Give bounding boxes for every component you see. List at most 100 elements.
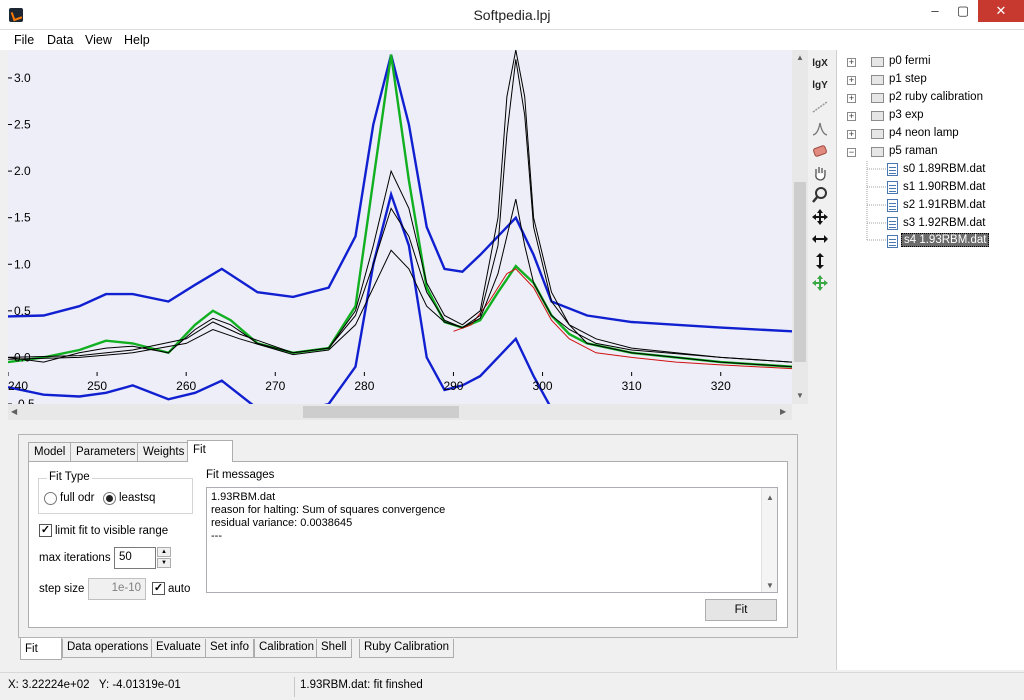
fit-messages-text: 1.93RBM.dat reason for halting: Sum of s… — [211, 491, 446, 542]
auto-checkbox[interactable]: ✓ — [152, 582, 165, 595]
cursor-coordinates: X: 3.22224e+02 Y: -4.01319e-01 — [8, 679, 181, 691]
peak-tool-icon[interactable] — [810, 120, 830, 140]
zoom-icon[interactable] — [810, 186, 830, 206]
status-message: 1.93RBM.dat: fit finshed — [300, 679, 423, 691]
menu-data[interactable]: Data — [47, 33, 74, 47]
eraser-icon[interactable] — [810, 142, 830, 162]
bottom-tab-ruby-calibration[interactable]: Ruby Calibration — [359, 639, 455, 658]
minimize-button[interactable]: – — [931, 3, 939, 18]
menu-view[interactable]: View — [85, 33, 112, 47]
bottom-tab-shell[interactable]: Shell — [316, 639, 352, 658]
move-vertical-icon[interactable] — [810, 252, 830, 272]
tree-node-label: p1 step — [889, 73, 927, 85]
scroll-up-arrow[interactable]: ▲ — [796, 53, 804, 62]
folder-icon — [871, 129, 884, 139]
hand-pan-icon[interactable] — [810, 164, 830, 184]
scroll-left-arrow[interactable]: ◀ — [11, 407, 18, 416]
scroll-down-arrow[interactable]: ▼ — [796, 391, 804, 400]
y-tick-label: 1.0 — [14, 257, 31, 271]
x-tick-label: 240 — [8, 379, 28, 393]
x-tick-label: 300 — [533, 379, 553, 393]
maximize-button[interactable]: ▢ — [956, 3, 970, 18]
tree-file-label-selected: s4 1.93RBM.dat — [901, 233, 990, 247]
series-line-5 — [8, 59, 792, 363]
bottom-tab-set-info[interactable]: Set info — [205, 639, 254, 658]
tree-node-label: p3 exp — [889, 109, 924, 121]
radio-full-odr[interactable] — [44, 492, 57, 505]
messages-scrollbar[interactable]: ▲ ▼ — [761, 488, 777, 592]
bottom-tab-evaluate[interactable]: Evaluate — [151, 639, 206, 658]
max-iterations-input[interactable]: 50 — [114, 547, 156, 569]
limit-range-label: limit fit to visible range — [55, 525, 169, 537]
window-title: Softpedia.lpj — [473, 7, 551, 23]
tree-node-label: p5 raman — [889, 145, 938, 157]
file-icon — [887, 199, 898, 212]
y-tick-label: 2.5 — [14, 118, 31, 132]
scroll-right-arrow[interactable]: ▶ — [780, 407, 787, 416]
fit-messages-textbox[interactable]: 1.93RBM.dat reason for halting: Sum of s… — [206, 487, 778, 593]
tab-fit[interactable]: Fit — [187, 440, 233, 462]
expand-icon[interactable]: + — [847, 111, 856, 121]
x-tick-label: 320 — [711, 379, 731, 393]
plot-vertical-scrollbar[interactable]: ▲ ▼ — [792, 50, 808, 404]
fit-button[interactable]: Fit — [705, 599, 777, 621]
expand-icon[interactable]: + — [847, 75, 856, 85]
move-horizontal-icon[interactable] — [810, 230, 830, 250]
file-icon — [887, 235, 898, 248]
close-button[interactable]: ✕ — [978, 0, 1024, 22]
y-tick-label: 1.5 — [14, 211, 31, 225]
expand-icon[interactable]: + — [847, 129, 856, 139]
scroll-up-arrow[interactable]: ▲ — [766, 493, 774, 502]
move-peak-icon[interactable] — [810, 274, 830, 294]
spin-up-icon[interactable]: ▲ — [157, 547, 171, 557]
radio-leastsq[interactable] — [103, 492, 116, 505]
status-bar: X: 3.22224e+02 Y: -4.01319e-01 1.93RBM.d… — [0, 672, 1024, 700]
vscroll-thumb[interactable] — [794, 182, 806, 362]
line-tool-icon[interactable] — [810, 98, 830, 118]
y-tick-label: 0.0 — [14, 350, 31, 364]
tree-file-label: s3 1.92RBM.dat — [903, 217, 986, 229]
limit-range-checkbox[interactable]: ✓ — [39, 524, 52, 537]
bottom-tab-data-operations[interactable]: Data operations — [62, 639, 154, 658]
hscroll-thumb[interactable] — [303, 406, 459, 418]
step-size-input[interactable]: 1e-10 — [88, 578, 146, 600]
y-tick-label: -0.5 — [14, 397, 35, 404]
fit-messages-label: Fit messages — [206, 469, 275, 481]
menu-file[interactable]: File — [14, 33, 35, 47]
x-tick-label: 270 — [265, 379, 285, 393]
menu-help[interactable]: Help — [124, 33, 150, 47]
scroll-down-arrow[interactable]: ▼ — [766, 581, 774, 590]
tree-node-label: p2 ruby calibration — [889, 91, 983, 103]
tab-weights[interactable]: Weights — [137, 442, 191, 461]
file-icon — [887, 217, 898, 230]
bottom-tab-fit[interactable]: Fit — [20, 638, 62, 660]
radio-full-odr-label: full odr — [60, 492, 95, 504]
tab-parameters[interactable]: Parameters — [70, 442, 142, 461]
collapse-icon[interactable]: − — [847, 147, 856, 157]
plot-area[interactable]: 3.0 2.5 2.0 1.5 1.0 0.5 0.0 -0.5 240 250 260 270 280… — [8, 50, 792, 404]
expand-icon[interactable]: + — [847, 93, 856, 103]
series-line-2 — [8, 54, 792, 368]
y-tick-label: 3.0 — [14, 71, 31, 85]
menu-bar: File Data View Help — [0, 30, 1024, 50]
move-all-icon[interactable] — [810, 208, 830, 228]
tree-file-label: s1 1.90RBM.dat — [903, 181, 986, 193]
fit-type-label: Fit Type — [47, 471, 92, 483]
spectrum-plot[interactable]: 3.0 2.5 2.0 1.5 1.0 0.5 0.0 -0.5 240 250 260 270 280… — [8, 50, 792, 404]
log-x-button[interactable]: lgX — [812, 58, 828, 69]
spin-down-icon[interactable]: ▼ — [157, 558, 171, 568]
plot-horizontal-scrollbar[interactable]: ◀ ▶ — [8, 404, 792, 420]
bottom-tab-calibration[interactable]: Calibration — [254, 639, 319, 658]
tab-model[interactable]: Model — [28, 442, 72, 461]
x-tick-label: 260 — [176, 379, 196, 393]
log-y-button[interactable]: lgY — [812, 80, 828, 91]
tree-file-label: s2 1.91RBM.dat — [903, 199, 986, 211]
tree-node-label: p4 neon lamp — [889, 127, 959, 139]
max-iterations-label: max iterations — [39, 552, 111, 564]
tree-file-label: s0 1.89RBM.dat — [903, 163, 986, 175]
x-tick-label: 250 — [87, 379, 107, 393]
fit-type-group — [38, 478, 193, 514]
expand-icon[interactable]: + — [847, 57, 856, 67]
file-icon — [887, 163, 898, 176]
y-tick-label: 0.5 — [14, 304, 31, 318]
